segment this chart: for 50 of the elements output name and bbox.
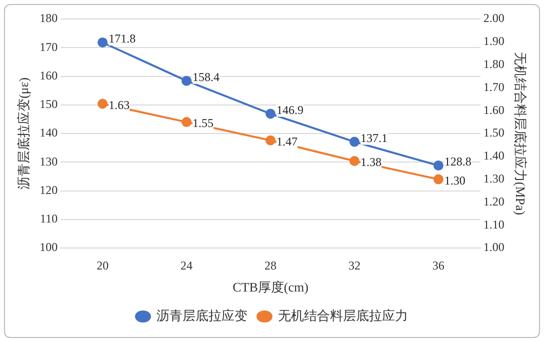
legend-label: 沥青层底拉应变 — [156, 308, 248, 323]
y-axis-title: 沥青层底拉应变(με) — [16, 77, 32, 190]
point — [182, 117, 192, 128]
x-tick-label: 24 — [180, 258, 193, 272]
y-tick-label: 160 — [40, 68, 58, 82]
y-tick-label: 170 — [40, 40, 58, 54]
y2-tick-label: 1.90 — [483, 34, 504, 48]
y2-tick-label: 1.50 — [483, 126, 504, 140]
y-tick-label: 120 — [40, 182, 58, 197]
point — [98, 98, 108, 109]
y2-tick-label: 2.00 — [483, 11, 504, 26]
point — [182, 76, 192, 86]
data-label: 137.1 — [360, 130, 388, 145]
y2-tick-label: 1.60 — [483, 102, 504, 117]
point — [266, 108, 276, 119]
y-tick-label: 100 — [40, 240, 58, 254]
data-label: 1.47 — [276, 134, 298, 149]
data-label: 128.8 — [444, 154, 472, 169]
y-tick-label: 150 — [40, 97, 58, 112]
x-tick-label: 36 — [432, 258, 444, 272]
y2-tick-label: 1.70 — [483, 80, 504, 94]
point — [349, 156, 360, 166]
y2-tick-label: 1.10 — [483, 217, 504, 232]
y2-tick-label: 1.20 — [483, 194, 504, 208]
y-tick-label: 130 — [40, 154, 58, 168]
data-label: 1.63 — [108, 98, 130, 112]
point — [98, 37, 108, 48]
data-label: 1.55 — [192, 116, 214, 130]
legend-label: 无机结合料层底拉应力 — [278, 308, 408, 323]
data-label: 1.30 — [444, 173, 466, 188]
x-tick-label: 28 — [264, 258, 276, 272]
data-label: 1.38 — [360, 155, 382, 170]
x-tick-label: 20 — [96, 258, 109, 272]
point — [433, 174, 444, 184]
data-label: 146.9 — [276, 102, 304, 117]
y-tick-label: 180 — [40, 11, 58, 26]
y2-tick-label: 1.80 — [483, 56, 504, 71]
point — [349, 136, 360, 147]
x-axis-title: CTB厚度(cm) — [232, 280, 308, 295]
point — [433, 160, 444, 171]
data-label: 171.8 — [108, 32, 136, 46]
data-label: 158.4 — [192, 70, 220, 84]
point — [266, 135, 276, 146]
y2-tick-label: 1.00 — [483, 240, 504, 254]
x-tick-label: 32 — [348, 258, 360, 272]
y2-tick-label: 1.30 — [483, 171, 504, 186]
y-tick-label: 140 — [40, 126, 58, 140]
y2-tick-label: 1.40 — [483, 148, 504, 163]
y2-axis-title: 无机结合料层底拉应力(MPa) — [512, 52, 528, 216]
y-tick-label: 110 — [40, 212, 58, 226]
